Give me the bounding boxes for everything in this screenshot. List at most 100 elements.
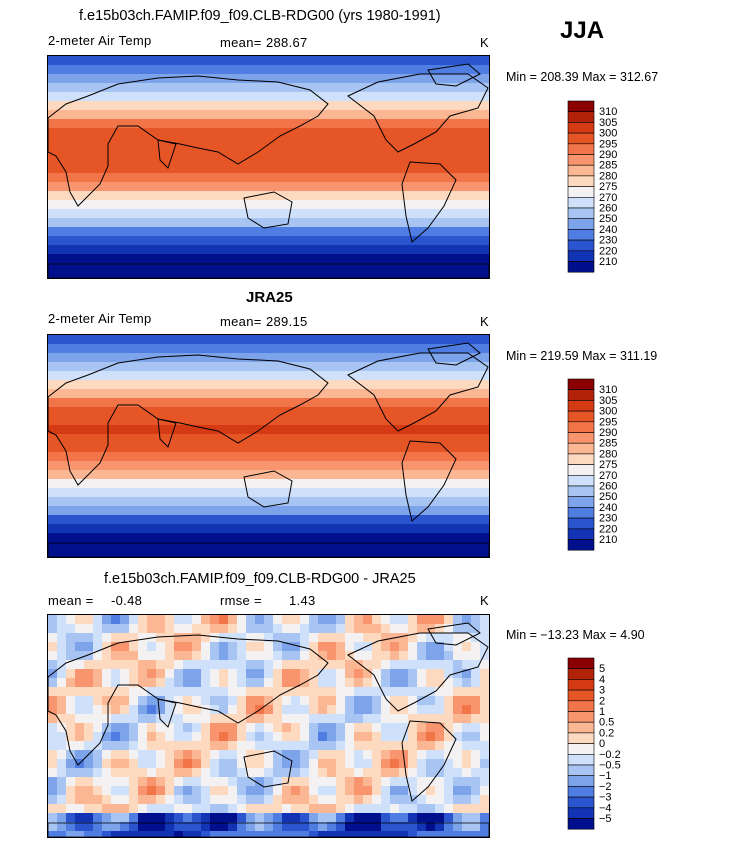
map-cell — [237, 822, 247, 832]
map-cell — [192, 624, 202, 634]
map-cell — [309, 813, 319, 823]
map-cell — [444, 416, 454, 426]
map-cell — [84, 236, 94, 246]
map-cell — [102, 705, 112, 715]
map-cell — [156, 200, 166, 210]
colorbar-tick-label: −2 — [599, 781, 612, 793]
map-cell — [48, 272, 58, 278]
map-cell — [318, 479, 328, 489]
map-cell — [345, 470, 355, 480]
map-cell — [390, 344, 400, 354]
map-cell — [426, 452, 436, 462]
map-cell — [192, 705, 202, 715]
map-cell — [102, 425, 112, 435]
map-cell — [138, 678, 148, 688]
map-cell — [363, 822, 373, 832]
map-cell — [75, 263, 85, 273]
map-cell — [453, 723, 463, 733]
coastline — [243, 191, 293, 229]
map-cell — [453, 750, 463, 760]
map-cell — [318, 119, 328, 129]
map-cell — [165, 407, 175, 417]
map-cell — [336, 128, 346, 138]
map-cell — [192, 831, 202, 837]
map-cell — [57, 786, 67, 796]
map-cell — [228, 651, 238, 661]
map-cell — [84, 344, 94, 354]
map-cell — [264, 371, 274, 381]
map-cell — [327, 182, 337, 192]
map-cell — [120, 272, 130, 278]
map-cell — [75, 732, 85, 742]
map-cell — [192, 434, 202, 444]
map-cell — [471, 723, 481, 733]
map-cell — [426, 497, 436, 507]
map-cell — [417, 678, 427, 688]
map-cell — [138, 407, 148, 417]
map-cell — [309, 533, 319, 543]
map-cell — [210, 813, 220, 823]
map-cell — [444, 461, 454, 471]
map-cell — [453, 335, 463, 345]
map-cell — [147, 101, 157, 111]
map-cell — [399, 272, 409, 278]
map-cell — [237, 831, 247, 837]
map-cell — [165, 191, 175, 201]
map-cell — [237, 227, 247, 237]
map-cell — [417, 714, 427, 724]
map-cell — [408, 804, 418, 814]
map-cell — [309, 515, 319, 525]
map-cell — [66, 191, 76, 201]
map-cell — [417, 768, 427, 778]
map-cell — [300, 83, 310, 93]
map-cell — [255, 452, 265, 462]
map-cell — [201, 678, 211, 688]
map-cell — [300, 245, 310, 255]
map-cell — [453, 452, 463, 462]
map-cell — [372, 615, 382, 625]
map-cell — [381, 822, 391, 832]
map-cell — [156, 515, 166, 525]
map-cell — [156, 101, 166, 111]
map-cell — [300, 182, 310, 192]
map-cell — [309, 389, 319, 399]
map-cell — [228, 362, 238, 372]
colorbar-swatch — [567, 807, 595, 819]
map-cell — [462, 533, 472, 543]
map-cell — [345, 813, 355, 823]
map-cell — [480, 768, 489, 778]
map-cell — [435, 479, 445, 489]
map-cell — [120, 669, 130, 679]
map-cell — [372, 542, 382, 552]
map-cell — [309, 705, 319, 715]
map-cell — [120, 732, 130, 742]
map-cell — [318, 452, 328, 462]
map-cell — [138, 56, 148, 66]
map-cell — [435, 533, 445, 543]
map-cell — [462, 344, 472, 354]
map-cell — [291, 200, 301, 210]
map-cell — [309, 173, 319, 183]
map-cell — [480, 804, 489, 814]
map-cell — [102, 200, 112, 210]
panel3-rmse-value: 1.43 — [289, 593, 316, 608]
map-cell — [453, 443, 463, 453]
map-cell — [471, 344, 481, 354]
map-cell — [327, 723, 337, 733]
map-cell — [309, 497, 319, 507]
map-cell — [309, 272, 319, 278]
map-cell — [471, 633, 481, 643]
map-cell — [165, 470, 175, 480]
map-cell — [471, 137, 481, 147]
map-cell — [93, 759, 103, 769]
map-cell — [147, 831, 157, 837]
map-cell — [138, 65, 148, 75]
map-cell — [399, 344, 409, 354]
map-cell — [111, 705, 121, 715]
map-cell — [66, 218, 76, 228]
map-cell — [84, 65, 94, 75]
map-cell — [228, 551, 238, 557]
map-cell — [147, 227, 157, 237]
map-cell — [183, 407, 193, 417]
map-cell — [246, 74, 256, 84]
